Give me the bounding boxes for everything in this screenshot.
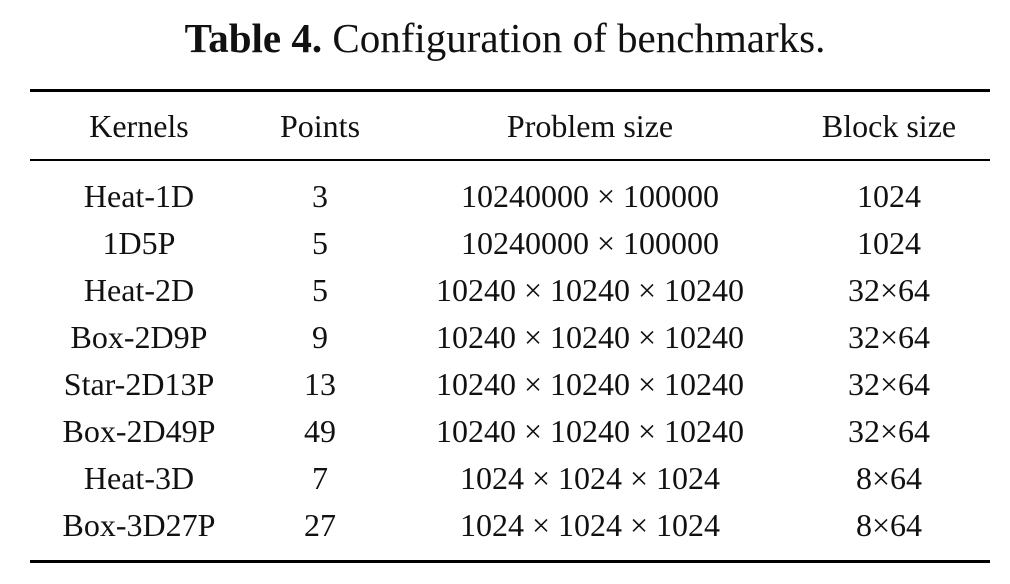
kernel-cell: Box-2D9P [70,319,208,355]
table-row: Heat-3D 7 1024 × 1024 × 1024 8×64 [30,455,990,502]
problem-size-cell: 10240 × 10240 × 10240 [435,319,745,355]
kernel-cell: Heat-2D [83,272,195,308]
table-row: Box-2D9P 9 10240 × 10240 × 10240 32×64 [30,314,990,361]
column-header-block-size: Block size [821,107,957,144]
problem-size-cell: 10240 × 10240 × 10240 [435,413,745,449]
problem-size-cell: 1024 × 1024 × 1024 [459,460,721,496]
block-size-cell: 8×64 [855,507,923,543]
table-row: Box-2D49P 49 10240 × 10240 × 10240 32×64 [30,408,990,455]
table-body: Heat-1D 3 10240000 × 100000 1024 1D5P 5 … [30,173,990,549]
points-cell: 7 [312,460,328,496]
block-size-cell: 32×64 [847,319,931,355]
caption-text: Configuration of benchmarks. [332,15,826,61]
table-row: Star-2D13P 13 10240 × 10240 × 10240 32×6… [30,361,990,408]
problem-size-cell: 10240000 × 100000 [460,225,720,261]
kernel-cell: Box-3D27P [62,507,216,543]
column-header-points: Points [279,107,361,144]
block-size-cell: 32×64 [847,413,931,449]
table-row: Box-3D27P 27 1024 × 1024 × 1024 8×64 [30,502,990,549]
kernel-cell: Box-2D49P [62,413,216,449]
header-row: Kernels Points Problem size Block size [30,100,990,152]
table-row: Heat-1D 3 10240000 × 100000 1024 [30,173,990,220]
kernel-cell: 1D5P [102,225,176,261]
points-cell: 13 [304,366,336,402]
table-header: Kernels Points Problem size Block size [30,100,990,152]
top-rule [30,89,990,92]
block-size-cell: 8×64 [855,460,923,496]
points-cell: 9 [312,319,328,355]
column-header-kernels: Kernels [89,107,189,144]
column-header-problem-size: Problem size [506,107,674,144]
points-cell: 5 [312,225,328,261]
points-cell: 5 [312,272,328,308]
block-size-cell: 32×64 [847,366,931,402]
table-row: 1D5P 5 10240000 × 100000 1024 [30,220,990,267]
points-cell: 3 [312,178,328,214]
problem-size-cell: 10240000 × 100000 [460,178,720,214]
block-size-cell: 1024 [857,178,921,214]
table-caption: Table 4. Configuration of benchmarks. [0,12,1010,64]
problem-size-cell: 1024 × 1024 × 1024 [459,507,721,543]
block-size-cell: 32×64 [847,272,931,308]
kernel-cell: Heat-1D [83,178,195,214]
problem-size-cell: 10240 × 10240 × 10240 [435,272,745,308]
header-rule [30,159,990,161]
kernel-cell: Star-2D13P [63,366,215,402]
points-cell: 27 [304,507,336,543]
block-size-cell: 1024 [857,225,921,261]
kernel-cell: Heat-3D [83,460,195,496]
problem-size-cell: 10240 × 10240 × 10240 [435,366,745,402]
bottom-rule [30,560,990,563]
table-row: Heat-2D 5 10240 × 10240 × 10240 32×64 [30,267,990,314]
points-cell: 49 [304,413,336,449]
caption-label: Table 4. [184,15,323,61]
